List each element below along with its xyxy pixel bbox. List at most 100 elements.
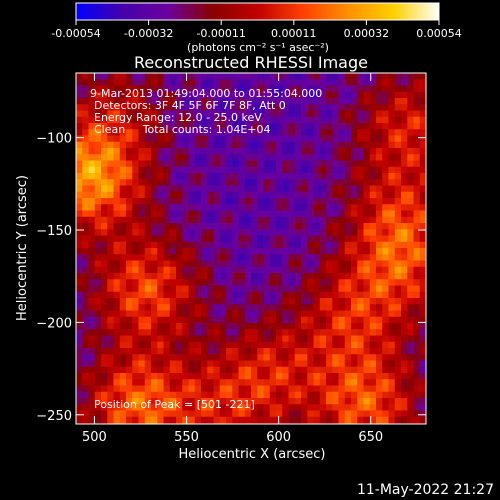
heatmap-cell bbox=[144, 285, 152, 293]
heatmap-cell bbox=[313, 273, 321, 280]
heatmap-cell bbox=[163, 404, 171, 412]
heatmap-cell bbox=[288, 404, 296, 412]
heatmap-cell bbox=[138, 73, 146, 80]
heatmap-cell bbox=[251, 310, 258, 318]
heatmap-cell bbox=[394, 410, 402, 418]
heatmap-cell bbox=[163, 304, 171, 312]
heatmap-cell bbox=[232, 85, 240, 93]
heatmap-cell bbox=[338, 416, 346, 424]
heatmap-cell bbox=[194, 291, 202, 299]
heatmap-cell bbox=[151, 341, 158, 349]
heatmap-cell bbox=[251, 79, 258, 87]
heatmap-cell bbox=[126, 241, 133, 249]
heatmap-cell bbox=[113, 129, 121, 137]
heatmap-cell bbox=[232, 173, 240, 180]
heatmap-cell bbox=[151, 266, 158, 274]
heatmap-cell bbox=[119, 79, 127, 87]
heatmap-cell bbox=[388, 391, 396, 399]
heatmap-cell bbox=[238, 185, 246, 193]
heatmap-cell bbox=[326, 198, 333, 205]
heatmap-cell bbox=[313, 410, 321, 418]
heatmap-cell bbox=[101, 260, 108, 268]
heatmap-cell bbox=[369, 279, 377, 287]
heatmap-cell bbox=[88, 266, 96, 274]
heatmap-cell bbox=[138, 85, 146, 93]
heatmap-cell bbox=[88, 160, 96, 168]
heatmap-cell bbox=[401, 348, 408, 355]
heatmap-cell bbox=[338, 341, 346, 349]
heatmap-cell bbox=[288, 391, 296, 399]
heatmap-cell bbox=[176, 310, 183, 318]
heatmap-cell bbox=[269, 298, 277, 305]
heatmap-cell bbox=[307, 98, 315, 105]
heatmap-cell bbox=[113, 416, 121, 424]
heatmap-cell bbox=[213, 154, 221, 162]
heatmap-cell bbox=[294, 160, 302, 168]
heatmap-cell bbox=[182, 304, 190, 312]
heatmap-cell bbox=[357, 291, 365, 299]
heatmap-cell bbox=[144, 198, 152, 205]
heatmap-cell bbox=[376, 416, 383, 424]
heatmap-cell bbox=[288, 366, 296, 374]
heatmap-cell bbox=[301, 123, 308, 130]
heatmap-cell bbox=[282, 148, 290, 155]
heatmap-cell bbox=[188, 416, 196, 424]
heatmap-cell bbox=[144, 291, 152, 299]
heatmap-cell bbox=[363, 160, 371, 168]
heatmap-cell bbox=[76, 385, 83, 393]
heatmap-cell bbox=[119, 129, 127, 137]
heatmap-cell bbox=[126, 360, 133, 368]
heatmap-cell bbox=[263, 285, 271, 293]
heatmap-cell bbox=[326, 104, 333, 112]
heatmap-cell bbox=[132, 366, 140, 374]
heatmap-cell bbox=[107, 254, 115, 262]
heatmap-cell bbox=[157, 104, 165, 112]
heatmap-cell bbox=[307, 216, 315, 224]
heatmap-cell bbox=[351, 160, 358, 168]
heatmap-cell bbox=[376, 310, 383, 318]
heatmap-cell bbox=[213, 241, 221, 249]
heatmap-cell bbox=[94, 304, 102, 312]
heatmap-cell bbox=[76, 241, 83, 249]
heatmap-cell bbox=[263, 116, 271, 124]
heatmap-cell bbox=[363, 348, 371, 355]
heatmap-cell bbox=[201, 360, 208, 368]
heatmap-cell bbox=[244, 248, 252, 255]
heatmap-cell bbox=[307, 129, 315, 137]
heatmap-cell bbox=[332, 298, 340, 305]
heatmap-cell bbox=[107, 354, 115, 362]
heatmap-cell bbox=[369, 173, 377, 180]
heatmap-cell bbox=[244, 298, 252, 305]
heatmap-cell bbox=[244, 354, 252, 362]
heatmap-cell bbox=[269, 216, 277, 224]
heatmap-cell bbox=[244, 348, 252, 355]
heatmap-cell bbox=[94, 360, 102, 368]
heatmap-cell bbox=[282, 179, 290, 187]
heatmap-cell bbox=[294, 98, 302, 105]
heatmap-cell bbox=[157, 379, 165, 387]
heatmap-cell bbox=[263, 210, 271, 218]
heatmap-cell bbox=[357, 98, 365, 105]
heatmap-cell bbox=[313, 404, 321, 412]
heatmap-cell bbox=[207, 210, 215, 218]
heatmap-cell bbox=[163, 135, 171, 143]
heatmap-cell bbox=[88, 198, 96, 205]
heatmap-cell bbox=[151, 216, 158, 224]
heatmap-cell bbox=[188, 210, 196, 218]
heatmap-cell bbox=[226, 398, 233, 405]
heatmap-cell bbox=[101, 360, 108, 368]
heatmap-cell bbox=[119, 416, 127, 424]
heatmap-cell bbox=[319, 279, 327, 287]
heatmap-cell bbox=[244, 304, 252, 312]
heatmap-cell bbox=[169, 235, 177, 243]
heatmap-cell bbox=[138, 98, 146, 105]
heatmap-cell bbox=[351, 279, 358, 287]
heatmap-cell bbox=[251, 204, 258, 212]
heatmap-cell bbox=[394, 373, 402, 380]
heatmap-cell bbox=[132, 248, 140, 255]
heatmap-cell bbox=[82, 335, 90, 343]
heatmap-cell bbox=[307, 148, 315, 155]
heatmap-cell bbox=[76, 235, 83, 243]
heatmap-cell bbox=[82, 410, 90, 418]
heatmap-cell bbox=[326, 129, 333, 137]
